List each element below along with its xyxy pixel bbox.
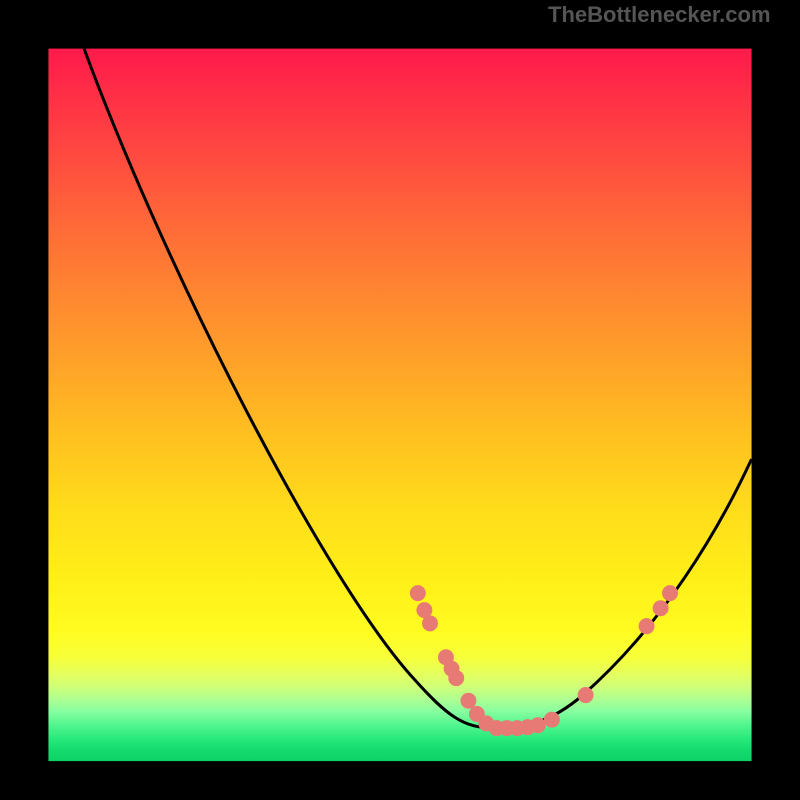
curve-marker (639, 618, 655, 634)
curve-marker (544, 712, 560, 728)
curve-marker (662, 585, 678, 601)
watermark-text: TheBottlenecker.com (548, 2, 771, 28)
curve-marker (448, 670, 464, 686)
curve-marker (578, 687, 594, 703)
curve-marker (460, 693, 476, 709)
curve-marker (422, 615, 438, 631)
curve-marker (653, 600, 669, 616)
plot-background (48, 49, 751, 762)
curve-marker (410, 585, 426, 601)
chart-frame (25, 25, 775, 780)
curve-marker (530, 717, 546, 733)
chart-svg (25, 25, 775, 780)
